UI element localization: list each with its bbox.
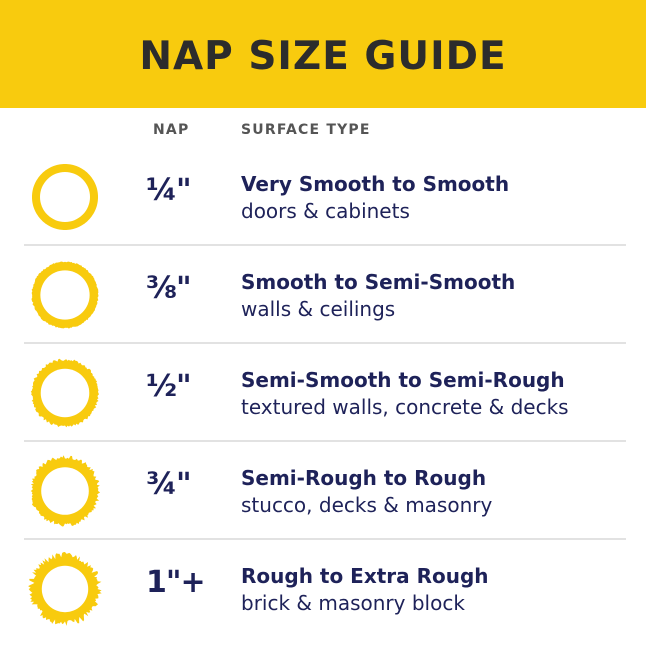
surface-type: Rough to Extra Rough bbox=[241, 564, 489, 588]
nap-row: ½" Semi-Smooth to Semi-Rough textured wa… bbox=[0, 343, 646, 442]
nap-size: ½" bbox=[146, 369, 192, 404]
nap-size: ¾" bbox=[146, 467, 192, 502]
row-divider bbox=[24, 538, 626, 540]
surface-type: Semi-Rough to Rough bbox=[241, 466, 487, 490]
row-divider bbox=[24, 244, 626, 246]
smooth-ring-icon bbox=[32, 164, 98, 230]
surface-type: Smooth to Semi-Smooth bbox=[241, 270, 516, 294]
nap-size: ¼" bbox=[146, 173, 192, 208]
row-divider bbox=[24, 342, 626, 344]
page-title: NAP SIZE GUIDE bbox=[139, 33, 507, 79]
nap-row: ¾" Semi-Rough to Rough stucco, decks & m… bbox=[0, 441, 646, 540]
surface-uses: textured walls, concrete & decks bbox=[241, 395, 569, 419]
surface-uses: stucco, decks & masonry bbox=[241, 493, 493, 517]
extra-rough-ring-icon bbox=[28, 552, 102, 626]
title-banner: NAP SIZE GUIDE bbox=[0, 0, 646, 108]
surface-uses: walls & ceilings bbox=[241, 297, 396, 321]
row-divider bbox=[24, 440, 626, 442]
nap-row: 1"+ Rough to Extra Rough brick & masonry… bbox=[0, 539, 646, 637]
rough-ring-icon bbox=[30, 455, 101, 527]
nap-row: ¼" Very Smooth to Smooth doors & cabinet… bbox=[0, 147, 646, 246]
nap-row: ⅜" Smooth to Semi-Smooth walls & ceiling… bbox=[0, 245, 646, 344]
surface-type: Very Smooth to Smooth bbox=[241, 172, 510, 196]
nap-size: ⅜" bbox=[146, 271, 192, 306]
surface-type: Semi-Smooth to Semi-Rough bbox=[241, 368, 565, 392]
nap-size: 1"+ bbox=[146, 565, 206, 600]
column-header-nap: NAP bbox=[153, 122, 190, 138]
surface-uses: brick & masonry block bbox=[241, 591, 465, 615]
surface-uses: doors & cabinets bbox=[241, 199, 410, 223]
fuzzy-ring-icon bbox=[30, 358, 99, 428]
slightly-fuzzy-ring-icon bbox=[31, 261, 99, 329]
column-header-surface: SURFACE TYPE bbox=[241, 122, 371, 138]
